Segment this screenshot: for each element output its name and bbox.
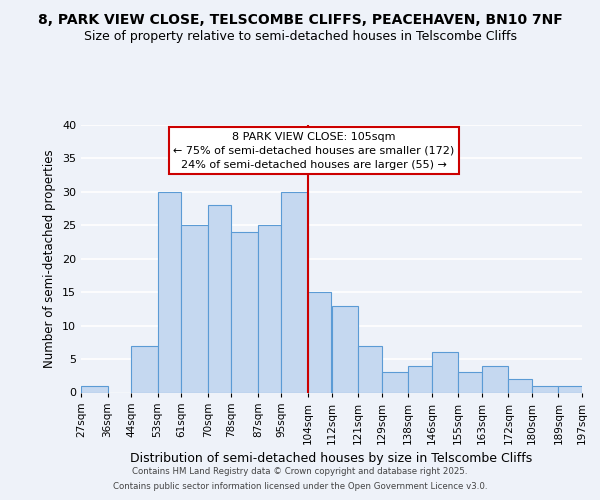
X-axis label: Distribution of semi-detached houses by size in Telscombe Cliffs: Distribution of semi-detached houses by … — [130, 452, 533, 465]
Bar — [232, 232, 258, 392]
Text: Contains public sector information licensed under the Open Government Licence v3: Contains public sector information licen… — [113, 482, 487, 491]
Y-axis label: Number of semi-detached properties: Number of semi-detached properties — [43, 150, 56, 368]
Bar — [358, 346, 382, 393]
Bar — [158, 192, 181, 392]
Bar — [258, 226, 281, 392]
Text: Size of property relative to semi-detached houses in Telscombe Cliffs: Size of property relative to semi-detach… — [83, 30, 517, 43]
Text: Contains HM Land Registry data © Crown copyright and database right 2025.: Contains HM Land Registry data © Crown c… — [132, 467, 468, 476]
Bar — [208, 205, 232, 392]
Bar — [308, 292, 331, 392]
Bar — [408, 366, 431, 392]
Bar — [532, 386, 559, 392]
Text: 8, PARK VIEW CLOSE, TELSCOMBE CLIFFS, PEACEHAVEN, BN10 7NF: 8, PARK VIEW CLOSE, TELSCOMBE CLIFFS, PE… — [38, 12, 562, 26]
Bar — [331, 306, 358, 392]
Bar — [131, 346, 158, 393]
Text: 8 PARK VIEW CLOSE: 105sqm
← 75% of semi-detached houses are smaller (172)
24% of: 8 PARK VIEW CLOSE: 105sqm ← 75% of semi-… — [173, 132, 455, 170]
Bar — [382, 372, 408, 392]
Bar — [81, 386, 107, 392]
Bar — [281, 192, 308, 392]
Bar — [458, 372, 482, 392]
Bar — [508, 379, 532, 392]
Bar — [432, 352, 458, 393]
Bar — [559, 386, 582, 392]
Bar — [181, 226, 208, 392]
Bar — [482, 366, 508, 392]
